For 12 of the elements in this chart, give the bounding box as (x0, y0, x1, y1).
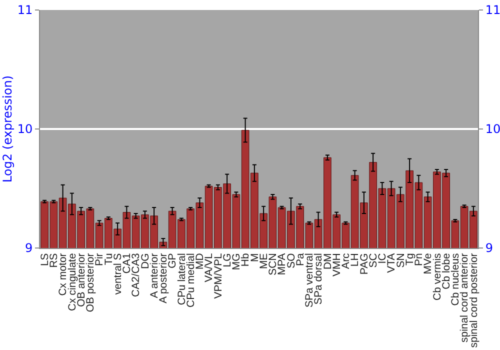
x-tick-label: MVe (422, 253, 434, 274)
x-tick-label: RS (48, 253, 60, 268)
x-tick-label: CPu medial (184, 253, 197, 308)
y-axis-title: Log2 (expression) (0, 76, 15, 182)
y-tick-label: 11 (17, 3, 33, 18)
x-tick-label: Cb lobe (440, 253, 452, 290)
y2-tick-label: 10 (485, 122, 500, 136)
y2-tick-label: 11 (485, 3, 500, 18)
y-tick-label: 9 (24, 241, 33, 256)
x-tick-label: LS (38, 253, 51, 266)
y2-tick-label: 9 (485, 241, 494, 256)
y-tick-label: 10 (17, 122, 33, 136)
